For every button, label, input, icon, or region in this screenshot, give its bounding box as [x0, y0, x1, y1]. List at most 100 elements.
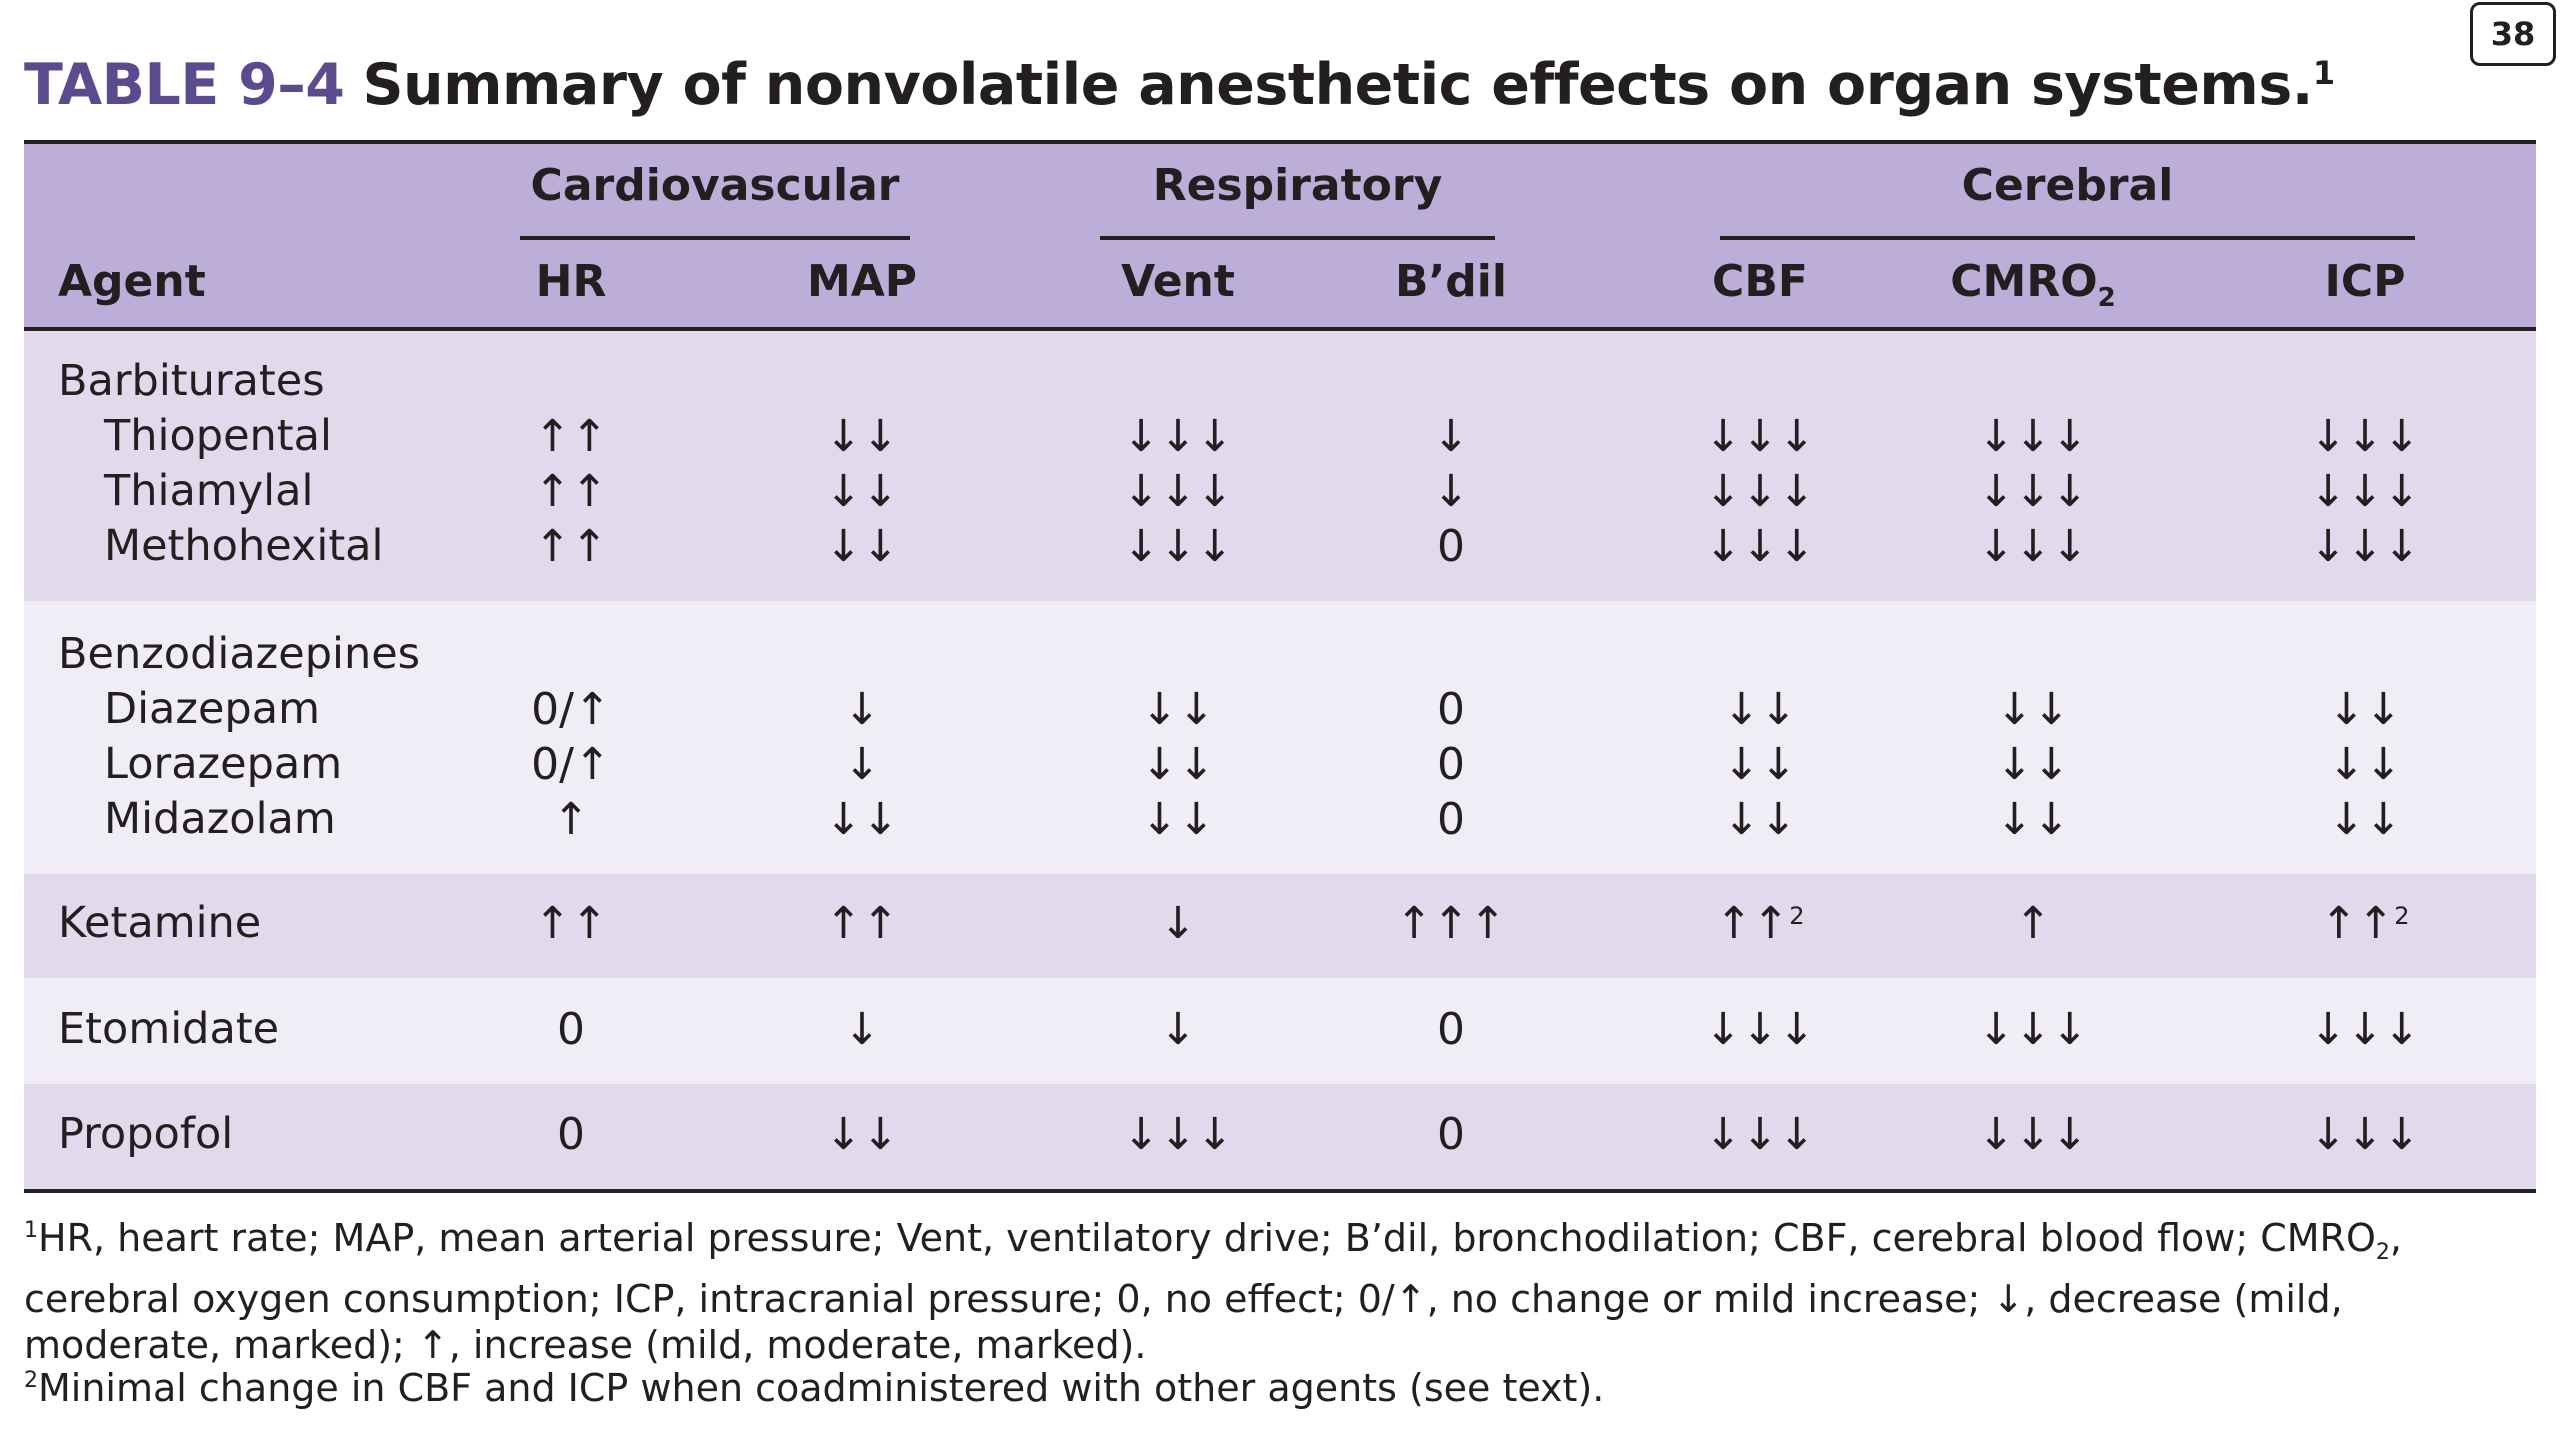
cell-icp: ↓↓ — [2328, 684, 2402, 735]
table-row: Thiopental ↑↑ ↓↓ ↓↓↓ ↓ ↓↓↓ ↓↓↓ ↓↓↓ — [0, 411, 2560, 467]
cell-cbf-value: ↓↓↓ — [1704, 1004, 1816, 1055]
footnote-1-sub: 2 — [2375, 1240, 2390, 1265]
agent-class-name: Ketamine — [58, 898, 262, 948]
cell-cmro: ↓↓ — [1996, 794, 2070, 845]
cell-vent: ↓↓↓ — [1123, 1109, 1234, 1160]
cell-icp-value: ↓↓ — [2328, 739, 2402, 790]
cell-icp: ↓↓↓ — [2310, 521, 2421, 572]
col-head-icp: ICP — [2324, 256, 2406, 307]
cell-cmro: ↑ — [2015, 898, 2052, 949]
cell-icp-value: ↓↓↓ — [2309, 1109, 2421, 1160]
agent-class-name: Etomidate — [58, 1004, 280, 1054]
agent-name: Midazolam — [104, 794, 336, 844]
cell-bdil: 0 — [1437, 1004, 1465, 1055]
band-etomidate — [24, 978, 2536, 1084]
cell-cbf-value: ↓↓↓ — [1704, 521, 1816, 572]
cell-hr: 0 — [557, 1109, 585, 1160]
cell-bdil-value: ↓ — [1432, 411, 1470, 462]
band-ketamine — [24, 874, 2536, 978]
cell-map: ↑↑ — [825, 898, 899, 949]
cell-cbf: ↑↑2 — [1715, 898, 1804, 949]
cell-hr: ↑↑ — [534, 521, 608, 572]
cell-hr-value: ↑↑ — [534, 411, 608, 462]
cell-icp-value: ↓↓↓ — [2309, 411, 2421, 462]
cell-cbf: ↓↓↓ — [1705, 1004, 1816, 1055]
title-footnote-ref: 1 — [2312, 54, 2335, 92]
cell-bdil: ↓ — [1433, 411, 1470, 462]
cell-cbf-value: ↓↓↓ — [1704, 466, 1816, 517]
group-cerebral-rule — [1720, 236, 2415, 240]
cell-hr: 0/↑ — [531, 739, 611, 790]
cell-cbf-footnote-ref: 2 — [1789, 902, 1805, 930]
col-head-map: MAP — [806, 256, 918, 307]
cell-icp: ↓↓↓ — [2310, 1109, 2421, 1160]
cell-map-value: ↓↓ — [825, 794, 899, 845]
cell-bdil-value: 0 — [1437, 521, 1465, 572]
cell-bdil-value: 0 — [1437, 684, 1465, 735]
cell-map: ↓ — [844, 684, 881, 735]
cell-icp-footnote-ref: 2 — [2394, 902, 2410, 930]
cell-cbf: ↓↓ — [1723, 794, 1797, 845]
cell-bdil-value: 0 — [1437, 1109, 1465, 1160]
cell-cmro-value: ↓↓↓ — [1977, 1109, 2089, 1160]
footnote-1: 1HR, heart rate; MAP, mean arterial pres… — [24, 1208, 2524, 1368]
table-row: Barbiturates — [0, 356, 2560, 412]
agent-name: Thiamylal — [104, 466, 314, 516]
cell-vent-value: ↓ — [1159, 1004, 1197, 1055]
footnote-2-mark: 2 — [24, 1368, 38, 1393]
band-propofol — [24, 1084, 2536, 1189]
cell-cmro-value: ↓↓↓ — [1977, 521, 2089, 572]
cell-map: ↓↓ — [825, 411, 899, 462]
cell-cbf-value: ↑↑ — [1715, 898, 1790, 949]
table-row: Ketamine ↑↑ ↑↑ ↓ ↑↑↑ ↑↑2 ↑ ↑↑2 — [0, 898, 2560, 954]
cell-vent: ↓↓↓ — [1123, 521, 1234, 572]
agent-class-name: Propofol — [58, 1109, 234, 1159]
table-row: Midazolam ↑ ↓↓ ↓↓ 0 ↓↓ ↓↓ ↓↓ — [0, 794, 2560, 850]
agent-name: Thiopental — [104, 411, 332, 461]
col-head-cmro2: CMRO2 — [1950, 256, 2115, 313]
cell-cbf: ↓↓↓ — [1705, 411, 1816, 462]
cell-cmro: ↓↓↓ — [1978, 1004, 2089, 1055]
cell-cbf: ↓↓↓ — [1705, 1109, 1816, 1160]
cell-vent-value: ↓↓ — [1141, 739, 1215, 790]
table-row: Methohexital ↑↑ ↓↓ ↓↓↓ 0 ↓↓↓ ↓↓↓ ↓↓↓ — [0, 521, 2560, 577]
cell-cmro-value: ↓↓↓ — [1977, 466, 2089, 517]
group-respiratory: Respiratory — [1152, 160, 1443, 211]
cell-cmro: ↓↓ — [1996, 739, 2070, 790]
cell-vent: ↓↓ — [1141, 739, 1215, 790]
cell-bdil-value: ↑↑↑ — [1395, 898, 1507, 949]
cell-cmro: ↓↓↓ — [1978, 411, 2089, 462]
agent-name: Lorazepam — [104, 739, 343, 789]
cell-bdil: 0 — [1437, 684, 1465, 735]
cell-vent-value: ↓ — [1159, 898, 1197, 949]
cell-bdil-value: 0 — [1437, 1004, 1465, 1055]
table-row: Lorazepam 0/↑ ↓ ↓↓ 0 ↓↓ ↓↓ ↓↓ — [0, 739, 2560, 795]
cell-hr: 0/↑ — [531, 684, 611, 735]
cell-map-value: ↓↓ — [825, 521, 899, 572]
cell-map: ↓↓ — [825, 466, 899, 517]
cell-bdil: 0 — [1437, 739, 1465, 790]
cell-hr-value: 0/↑ — [531, 684, 611, 735]
cell-hr: ↑↑ — [534, 898, 608, 949]
cell-bdil: 0 — [1437, 521, 1465, 572]
cell-vent: ↓↓ — [1141, 684, 1215, 735]
cell-hr-value: 0 — [557, 1004, 585, 1055]
cell-hr-value: ↑↑ — [534, 466, 608, 517]
band-barbiturates — [24, 331, 2536, 601]
cell-icp: ↑↑2 — [2320, 898, 2409, 949]
table-title: TABLE 9–4 Summary of nonvolatile anesthet… — [24, 52, 2335, 118]
cell-vent-value: ↓↓ — [1141, 794, 1215, 845]
cell-hr-value: ↑ — [552, 794, 590, 845]
cell-cmro-value: ↓↓ — [1996, 684, 2070, 735]
cell-map-value: ↓ — [843, 739, 881, 790]
table-label: TABLE 9–4 — [24, 52, 345, 118]
table-row: Benzodiazepines — [0, 629, 2560, 685]
header-bottom-rule — [24, 327, 2536, 331]
cell-cmro: ↓↓↓ — [1978, 466, 2089, 517]
agent-class-name: Barbiturates — [58, 356, 325, 406]
cell-cmro-value: ↓↓↓ — [1977, 1004, 2089, 1055]
table-row: Thiamylal ↑↑ ↓↓ ↓↓↓ ↓ ↓↓↓ ↓↓↓ ↓↓↓ — [0, 466, 2560, 522]
cell-hr: 0 — [557, 1004, 585, 1055]
table-caption: Summary of nonvolatile anesthetic effect… — [362, 52, 2313, 118]
cell-cmro: ↓↓↓ — [1978, 521, 2089, 572]
